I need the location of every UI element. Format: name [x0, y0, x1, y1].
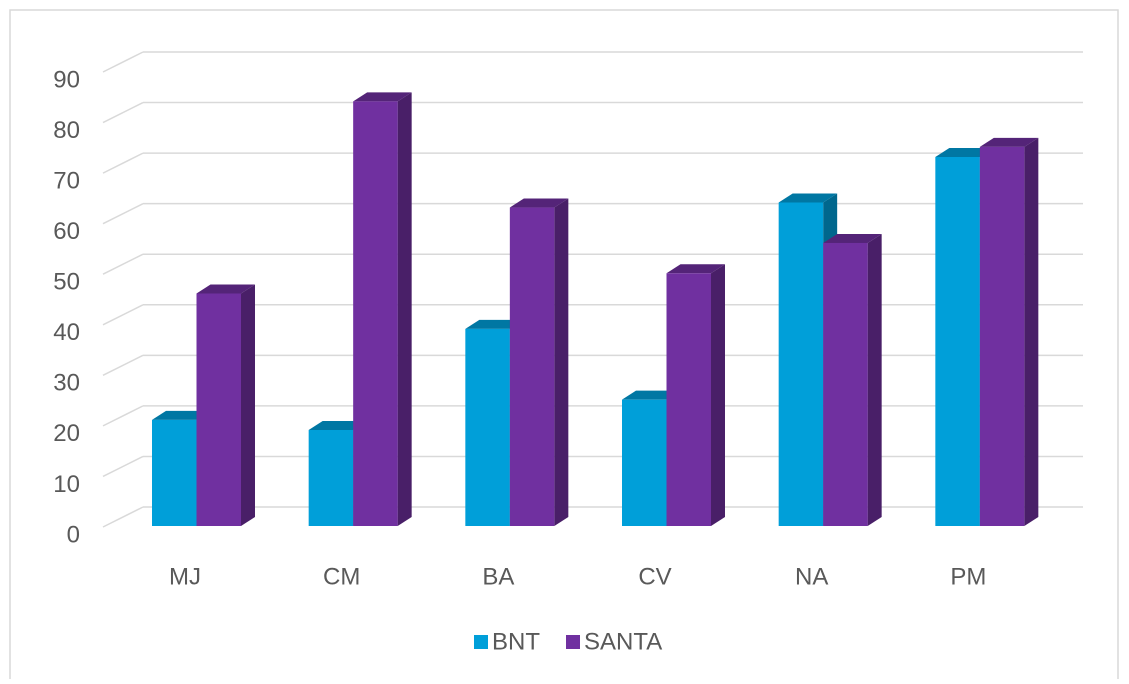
- bar: [465, 328, 510, 526]
- grid-line: [102, 202, 144, 225]
- grid-line: [102, 304, 144, 326]
- bar: [308, 430, 354, 526]
- y-tick-label: 40: [53, 319, 80, 346]
- bar-top: [465, 319, 524, 329]
- bar: [979, 146, 1025, 526]
- bar: [622, 399, 667, 526]
- bar-top: [308, 421, 368, 430]
- legend-label: BNT: [492, 628, 540, 655]
- bar: [353, 101, 398, 526]
- bar-top: [935, 148, 994, 157]
- bar-top: [509, 198, 569, 208]
- grid-line: [102, 152, 144, 174]
- grid-line: [102, 253, 144, 275]
- bar: [823, 242, 868, 526]
- y-tick-label: 20: [53, 420, 80, 447]
- bar-top: [622, 390, 681, 400]
- y-tick-label: 80: [53, 117, 80, 144]
- x-tick-label: NA: [795, 563, 828, 590]
- grid-line: [102, 51, 144, 73]
- bar-side: [241, 284, 255, 526]
- grid-line: [102, 354, 144, 377]
- x-tick-label: MJ: [169, 563, 201, 590]
- x-tick-label: BA: [482, 563, 514, 590]
- bar-side: [397, 92, 412, 526]
- bar: [196, 293, 241, 526]
- y-tick-label: 90: [53, 66, 80, 93]
- bar-top: [196, 284, 255, 294]
- bar-top: [353, 92, 412, 102]
- grid-line: [102, 455, 144, 478]
- bar: [935, 157, 980, 526]
- bar: [778, 202, 824, 526]
- y-tick-label: 60: [53, 218, 80, 245]
- bar-top: [778, 193, 838, 203]
- bar: [666, 273, 711, 526]
- x-tick-label: CV: [638, 563, 671, 590]
- y-tick-label: 10: [53, 471, 80, 498]
- bar-top: [979, 137, 1039, 147]
- y-tick-label: 0: [67, 521, 80, 548]
- x-tick-label: PM: [950, 563, 986, 590]
- grid-line: [102, 101, 144, 124]
- bar-side: [554, 198, 569, 527]
- y-tick-label: 70: [53, 167, 80, 194]
- bar-side: [1024, 137, 1039, 526]
- bar: [152, 419, 197, 526]
- grid-line: [102, 506, 144, 528]
- bar-top: [666, 264, 725, 274]
- bar: [509, 207, 555, 527]
- y-tick-label: 50: [53, 269, 80, 296]
- bar-side: [711, 264, 725, 526]
- legend-swatch: [566, 635, 580, 649]
- bar-top: [823, 233, 882, 243]
- bar-side: [867, 233, 882, 526]
- grid-line: [102, 405, 144, 427]
- y-tick-label: 30: [53, 370, 80, 397]
- x-tick-label: CM: [323, 563, 360, 590]
- bar-top: [152, 410, 211, 420]
- legend-label: SANTA: [584, 628, 662, 655]
- legend-swatch: [474, 635, 488, 649]
